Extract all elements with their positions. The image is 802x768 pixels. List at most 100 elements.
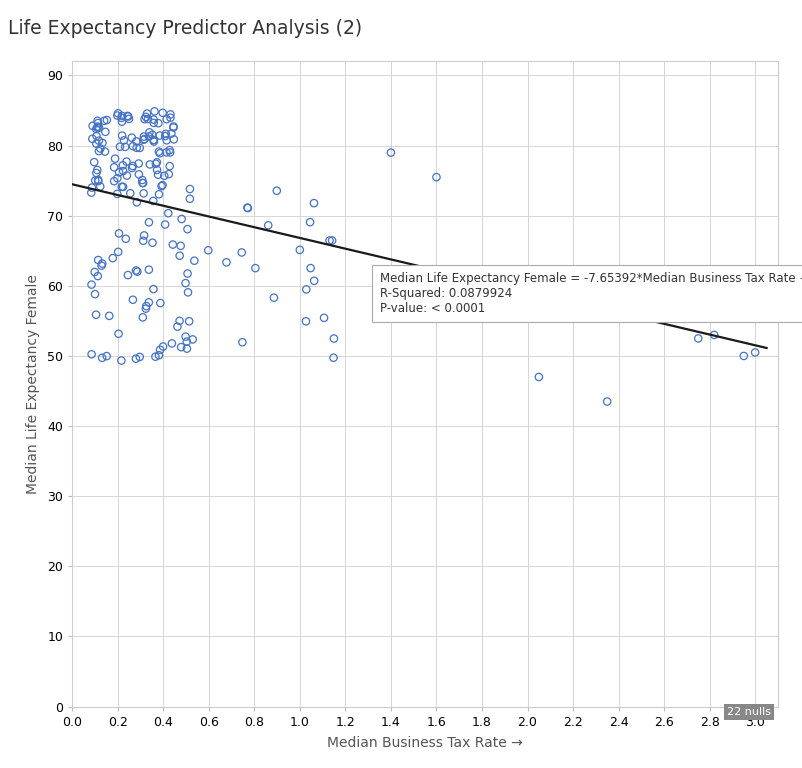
Point bbox=[164, 111, 177, 124]
Point bbox=[308, 275, 321, 287]
Y-axis label: Median Life Expectancy Female: Median Life Expectancy Female bbox=[26, 274, 40, 494]
Point bbox=[143, 263, 156, 276]
Point bbox=[164, 108, 176, 121]
Point bbox=[304, 216, 317, 228]
Point bbox=[130, 135, 143, 147]
Point bbox=[175, 213, 188, 225]
Point bbox=[92, 134, 105, 147]
Point bbox=[159, 218, 172, 230]
Point bbox=[113, 166, 126, 178]
Point bbox=[90, 309, 103, 321]
Point bbox=[115, 111, 128, 124]
Point bbox=[166, 238, 179, 250]
Point bbox=[384, 147, 397, 159]
Point bbox=[151, 164, 164, 176]
Point bbox=[168, 133, 180, 145]
Point bbox=[132, 168, 145, 180]
Point bbox=[162, 207, 175, 220]
Point bbox=[261, 219, 274, 231]
Point bbox=[156, 340, 169, 353]
Point bbox=[94, 180, 107, 193]
Point bbox=[111, 187, 124, 200]
Point bbox=[136, 311, 149, 323]
Point bbox=[318, 312, 330, 324]
Point bbox=[115, 180, 128, 193]
Point bbox=[235, 247, 248, 259]
Point bbox=[133, 351, 146, 363]
Point bbox=[167, 121, 180, 134]
Point bbox=[137, 134, 150, 146]
Point bbox=[96, 137, 109, 149]
Point bbox=[327, 333, 340, 345]
Point bbox=[140, 303, 152, 315]
Point bbox=[90, 137, 103, 150]
Point bbox=[91, 121, 104, 133]
Point bbox=[95, 352, 108, 364]
Point bbox=[268, 292, 281, 304]
Point bbox=[119, 233, 132, 245]
Point bbox=[121, 110, 134, 122]
Point bbox=[749, 346, 762, 359]
Point bbox=[96, 257, 109, 270]
Point bbox=[125, 131, 138, 144]
Point bbox=[160, 146, 173, 158]
Point bbox=[159, 130, 172, 142]
Point bbox=[107, 175, 120, 187]
Point bbox=[163, 144, 176, 156]
Point bbox=[115, 354, 128, 366]
Point bbox=[116, 180, 129, 193]
Point bbox=[107, 161, 120, 174]
Point bbox=[122, 111, 135, 123]
Point bbox=[323, 234, 336, 247]
Point bbox=[147, 283, 160, 295]
Point bbox=[88, 266, 101, 278]
Point bbox=[90, 167, 103, 179]
X-axis label: Median Business Tax Rate →: Median Business Tax Rate → bbox=[327, 737, 523, 750]
Point bbox=[326, 234, 338, 247]
Point bbox=[111, 108, 124, 120]
Point bbox=[111, 172, 124, 184]
Point bbox=[175, 341, 188, 353]
Point bbox=[165, 337, 178, 349]
Point bbox=[327, 352, 340, 364]
Point bbox=[136, 177, 149, 189]
Point bbox=[294, 243, 306, 256]
Point bbox=[92, 175, 105, 187]
Point bbox=[156, 179, 169, 191]
Point bbox=[146, 128, 159, 141]
Point bbox=[430, 171, 443, 184]
Point bbox=[115, 130, 128, 142]
Point bbox=[156, 107, 169, 119]
Point bbox=[188, 254, 200, 266]
Point bbox=[91, 117, 104, 129]
Point bbox=[152, 168, 164, 180]
Point bbox=[173, 250, 186, 262]
Point bbox=[155, 180, 168, 192]
Point bbox=[167, 121, 180, 133]
Point bbox=[85, 279, 98, 291]
Point bbox=[94, 142, 107, 154]
Point bbox=[160, 134, 173, 147]
Point bbox=[708, 329, 721, 341]
Point bbox=[112, 227, 125, 240]
Point bbox=[118, 134, 131, 147]
Point bbox=[181, 267, 194, 280]
Point bbox=[91, 114, 104, 127]
Point bbox=[152, 145, 165, 157]
Point bbox=[133, 142, 146, 154]
Point bbox=[120, 170, 133, 182]
Point bbox=[154, 343, 167, 356]
Point bbox=[99, 126, 111, 138]
Point bbox=[137, 234, 150, 247]
Point bbox=[184, 183, 196, 195]
Point bbox=[115, 115, 128, 127]
Point bbox=[143, 126, 156, 138]
Point bbox=[109, 153, 122, 165]
Point bbox=[123, 113, 136, 125]
Point bbox=[86, 120, 99, 132]
Point bbox=[91, 121, 103, 134]
Point bbox=[88, 288, 101, 300]
Point bbox=[127, 140, 140, 152]
Point bbox=[165, 127, 178, 140]
Point bbox=[124, 187, 136, 200]
